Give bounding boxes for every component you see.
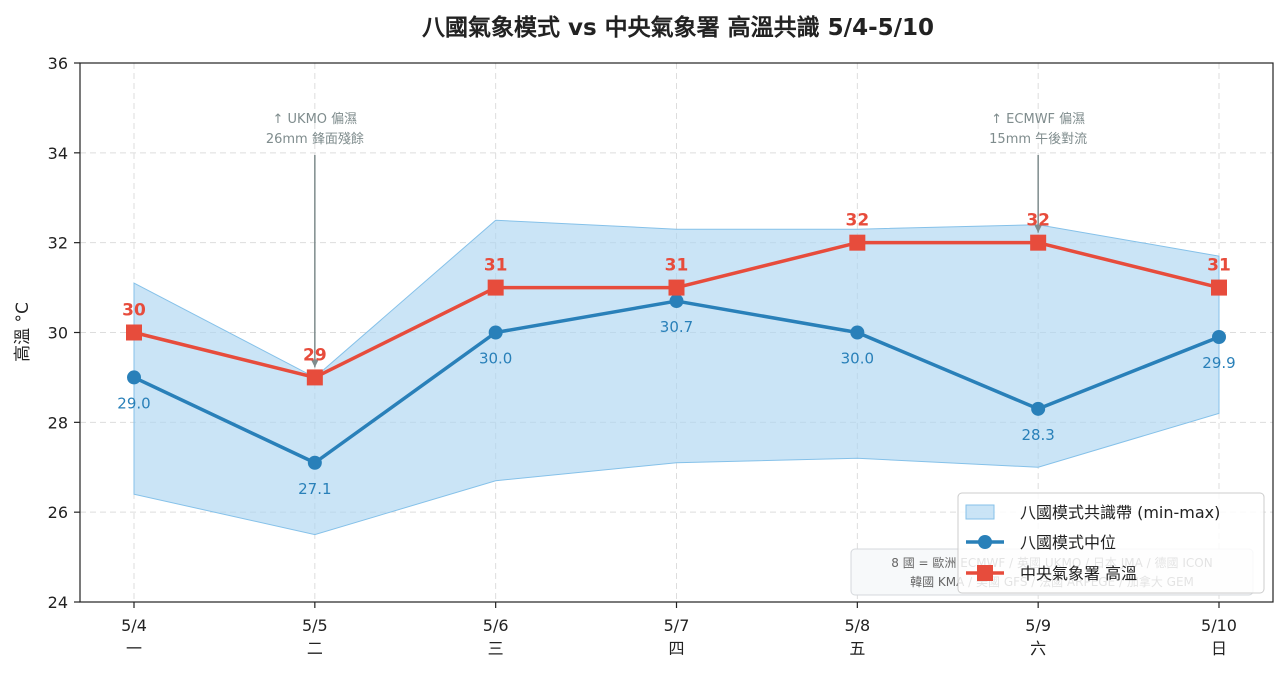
- y-axis-label: 高溫 °C: [13, 302, 33, 362]
- x-weekday-label: 二: [307, 639, 323, 658]
- x-tick-label: 5/4: [121, 616, 147, 635]
- x-weekday-label: 日: [1211, 639, 1227, 658]
- cwa-data-label: 31: [1207, 256, 1231, 276]
- legend-cwa-marker: [977, 565, 993, 581]
- chart-title: 八國氣象模式 vs 中央氣象署 高溫共識 5/4-5/10: [422, 14, 934, 41]
- x-weekday-label: 四: [668, 639, 684, 658]
- legend-median-label: 八國模式中位: [1020, 533, 1116, 552]
- consensus-band-layer: [133, 219, 1220, 536]
- x-tick-label: 5/6: [483, 616, 509, 635]
- x-tick-label: 5/9: [1025, 616, 1051, 635]
- cwa-point: [1030, 234, 1047, 251]
- y-tick-label: 30: [48, 324, 68, 343]
- annotation-line2: 26mm 鋒面殘餘: [266, 131, 364, 147]
- cwa-data-label: 29: [303, 345, 327, 365]
- y-tick-label: 24: [48, 593, 68, 612]
- x-weekday-label: 三: [488, 639, 504, 658]
- median-data-label: 30.0: [841, 350, 874, 368]
- annotation-line2: 15mm 午後對流: [989, 132, 1087, 147]
- x-weekday-label: 一: [126, 639, 142, 658]
- legend-band-label: 八國模式共識帶 (min-max): [1020, 503, 1220, 522]
- median-point: [307, 455, 322, 470]
- median-data-label: 29.9: [1202, 354, 1235, 372]
- x-weekday-label: 六: [1030, 639, 1046, 658]
- annotation-arrow-head: [310, 359, 319, 368]
- legend-median-marker: [978, 535, 992, 549]
- x-tick-label: 5/10: [1201, 616, 1237, 635]
- x-tick-label: 5/5: [302, 616, 328, 635]
- y-tick-label: 26: [48, 503, 68, 522]
- legend-band-swatch: [965, 504, 995, 520]
- cwa-data-label: 30: [122, 301, 146, 321]
- x-tick-label: 5/8: [844, 616, 870, 635]
- cwa-point: [849, 234, 866, 251]
- annotation-layer: ↑ UKMO 偏濕 26mm 鋒面殘餘 ↑ ECMWF 偏濕 15mm 午後對流: [266, 112, 1087, 368]
- x-tick-label: 5/7: [664, 616, 690, 635]
- median-point: [1212, 329, 1226, 344]
- median-point: [669, 294, 684, 309]
- cwa-data-label: 31: [484, 256, 508, 276]
- median-point: [127, 370, 141, 385]
- cwa-point: [306, 369, 323, 386]
- median-data-label: 30.7: [660, 318, 693, 336]
- median-data-label: 27.1: [298, 480, 331, 498]
- legend-box: [957, 492, 1265, 594]
- cwa-point: [487, 279, 504, 296]
- y-tick-label: 34: [48, 144, 68, 163]
- cwa-point: [126, 324, 142, 341]
- median-point: [488, 325, 503, 340]
- cwa-data-label: 31: [665, 256, 689, 276]
- median-point: [850, 325, 865, 340]
- y-tick-label: 28: [48, 413, 68, 432]
- cwa-point: [668, 279, 685, 296]
- median-data-label: 30.0: [479, 350, 512, 368]
- y-tick-label: 36: [48, 54, 68, 73]
- median-point: [1031, 401, 1046, 416]
- median-data-label: 28.3: [1021, 426, 1054, 444]
- cwa-point: [1211, 279, 1227, 296]
- legend-cwa-label: 中央氣象署 高溫: [1020, 564, 1137, 583]
- cwa-data-label: 32: [845, 211, 869, 231]
- x-weekday-label: 五: [849, 639, 865, 658]
- series-layer: 29.0 27.1 30.0 30.7 30.0 28.3 29.9 30 29 31 31 32 32…: [117, 211, 1235, 498]
- annotation-line1: ↑ ECMWF 偏濕: [991, 112, 1085, 127]
- legend: 八國模式共識帶 (min-max) 八國模式中位 中央氣象署 高溫: [957, 492, 1265, 594]
- median-data-label: 29.0: [117, 394, 150, 412]
- consensus-band-area: [133, 219, 1220, 536]
- annotation-arrow-head: [1034, 224, 1043, 233]
- axis-ticks: 24 26 28 30 32 34 36 5/4 一 5/5 二 5/6 三 5/7 四 5/8 五 5/9 六 5/…: [48, 54, 1237, 658]
- y-tick-label: 32: [48, 234, 68, 253]
- cwa-data-label: 32: [1026, 211, 1050, 231]
- annotation-line1: ↑ UKMO 偏濕: [273, 112, 358, 127]
